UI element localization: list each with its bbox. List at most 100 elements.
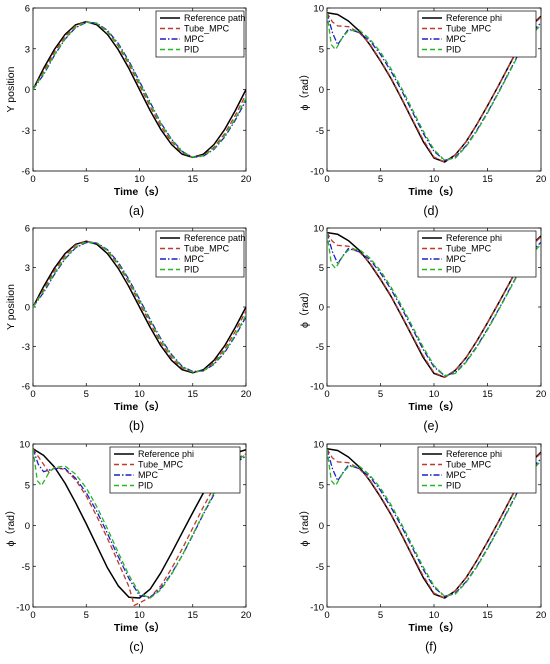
legend-label: Reference path bbox=[184, 13, 246, 23]
legend-label: Reference phi bbox=[446, 13, 502, 23]
legend-label: Tube_MPC bbox=[446, 244, 492, 254]
series-group bbox=[33, 20, 246, 159]
legend-label: PID bbox=[446, 481, 462, 491]
chart-panel: 0 5 10 15 20 -6 -3 0 3 6 Time（s） Y position (b) Refer… bbox=[5, 224, 251, 434]
x-axis-label: Time（s） bbox=[114, 185, 165, 198]
x-tick-label: 5 bbox=[378, 389, 383, 400]
x-tick-label: 15 bbox=[482, 174, 493, 185]
series-line bbox=[327, 232, 541, 377]
y-tick-label: -6 bbox=[22, 382, 30, 393]
series-line bbox=[33, 240, 246, 373]
y-tick-label: 3 bbox=[25, 263, 30, 274]
y-tick-label: 0 bbox=[25, 85, 30, 96]
y-tick-label: 5 bbox=[319, 263, 324, 274]
series-line bbox=[327, 12, 541, 163]
x-tick-label: 10 bbox=[429, 610, 440, 621]
y-tick-label: 6 bbox=[25, 224, 30, 235]
x-axis-label: Time（s） bbox=[408, 400, 459, 413]
y-tick-label: 10 bbox=[19, 440, 30, 451]
series-group bbox=[327, 447, 541, 599]
x-tick-label: 5 bbox=[378, 610, 383, 621]
legend-label: Tube_MPC bbox=[446, 460, 492, 470]
y-tick-label: -5 bbox=[316, 126, 324, 137]
x-tick-label: 0 bbox=[30, 610, 35, 621]
legend-label: MPC bbox=[446, 254, 467, 264]
panel-label: (b) bbox=[129, 419, 144, 433]
y-tick-label: 10 bbox=[313, 440, 324, 451]
y-axis-label: ϕ（rad） bbox=[299, 504, 311, 546]
x-tick-label: 15 bbox=[482, 610, 493, 621]
panel-label: (e) bbox=[423, 419, 438, 433]
y-tick-label: 0 bbox=[319, 85, 324, 96]
series-line bbox=[327, 12, 541, 162]
x-tick-label: 20 bbox=[241, 610, 252, 621]
legend-label: MPC bbox=[184, 34, 205, 44]
legend-label: PID bbox=[446, 45, 462, 55]
chart-panel: 0 5 10 15 20-10-50510Time（s）ϕ（rad）(e)Referen… bbox=[299, 224, 546, 434]
legend-label: MPC bbox=[446, 34, 467, 44]
x-tick-label: 10 bbox=[429, 174, 440, 185]
x-tick-label: 5 bbox=[84, 389, 89, 400]
y-tick-label: 6 bbox=[25, 4, 30, 15]
y-tick-label: -6 bbox=[22, 167, 30, 178]
y-tick-label: 0 bbox=[319, 521, 324, 532]
y-tick-label: -10 bbox=[310, 167, 324, 178]
y-tick-label: 5 bbox=[319, 44, 324, 55]
x-tick-label: 20 bbox=[536, 610, 547, 621]
series-line bbox=[33, 448, 246, 598]
legend-label: Tube_MPC bbox=[446, 24, 492, 34]
chart-panel: 0 5 10 15 20-10-50510Time（s）ϕ（rad）(d)Referen… bbox=[299, 4, 546, 219]
x-tick-label: 10 bbox=[134, 610, 145, 621]
panel-label: (f) bbox=[425, 640, 437, 654]
legend-label: PID bbox=[138, 481, 154, 491]
x-tick-label: 0 bbox=[324, 389, 329, 400]
y-tick-label: 5 bbox=[25, 480, 30, 491]
panel-label: (d) bbox=[423, 204, 438, 218]
legend-label: Tube_MPC bbox=[184, 244, 230, 254]
y-tick-label: 0 bbox=[25, 521, 30, 532]
x-tick-label: 5 bbox=[378, 174, 383, 185]
x-tick-label: 0 bbox=[30, 389, 35, 400]
x-tick-label: 20 bbox=[241, 174, 252, 185]
x-axis-label: Time（s） bbox=[408, 621, 459, 634]
y-tick-label: 3 bbox=[25, 44, 30, 55]
x-tick-label: 10 bbox=[134, 389, 145, 400]
y-tick-label: -3 bbox=[22, 342, 30, 353]
legend-label: Reference phi bbox=[446, 233, 502, 243]
series-line bbox=[33, 240, 246, 374]
x-axis-label: Time（s） bbox=[114, 621, 165, 634]
series-line bbox=[33, 448, 246, 599]
series-line bbox=[327, 448, 541, 598]
y-tick-label: -5 bbox=[316, 562, 324, 573]
x-tick-label: 20 bbox=[241, 389, 252, 400]
panel-label: (a) bbox=[129, 204, 144, 218]
y-axis-label: ϕ（rad） bbox=[5, 504, 17, 546]
legend-label: MPC bbox=[138, 470, 159, 480]
series-line bbox=[327, 448, 541, 599]
y-axis-label: Y position bbox=[5, 284, 17, 330]
series-line bbox=[33, 241, 246, 373]
series-line bbox=[33, 241, 246, 373]
chart-panel: 0 5 10 15 20-10-50510Time（s）ϕ（rad）(f)Referen… bbox=[299, 440, 546, 655]
series-line bbox=[327, 12, 541, 162]
legend-label: Reference phi bbox=[138, 449, 194, 459]
y-tick-label: 10 bbox=[313, 224, 324, 235]
series-line bbox=[33, 21, 246, 158]
legend-label: PID bbox=[184, 45, 200, 55]
series-group bbox=[327, 11, 541, 163]
x-tick-label: 0 bbox=[30, 174, 35, 185]
legend-label: Reference path bbox=[184, 233, 246, 243]
y-axis-label: Y position bbox=[5, 66, 17, 112]
legend-label: MPC bbox=[184, 254, 205, 264]
series-line bbox=[327, 232, 541, 377]
chart-panel: 0 5 10 15 20 -6 -3 0 3 6 Time（s） Y position (a) Refer… bbox=[5, 4, 251, 219]
legend-label: MPC bbox=[446, 470, 467, 480]
y-tick-label: 5 bbox=[319, 480, 324, 491]
x-tick-label: 15 bbox=[187, 389, 198, 400]
x-tick-label: 0 bbox=[324, 610, 329, 621]
x-tick-label: 15 bbox=[482, 389, 493, 400]
y-tick-label: 0 bbox=[25, 303, 30, 314]
x-tick-label: 10 bbox=[429, 389, 440, 400]
legend-label: Reference phi bbox=[446, 449, 502, 459]
